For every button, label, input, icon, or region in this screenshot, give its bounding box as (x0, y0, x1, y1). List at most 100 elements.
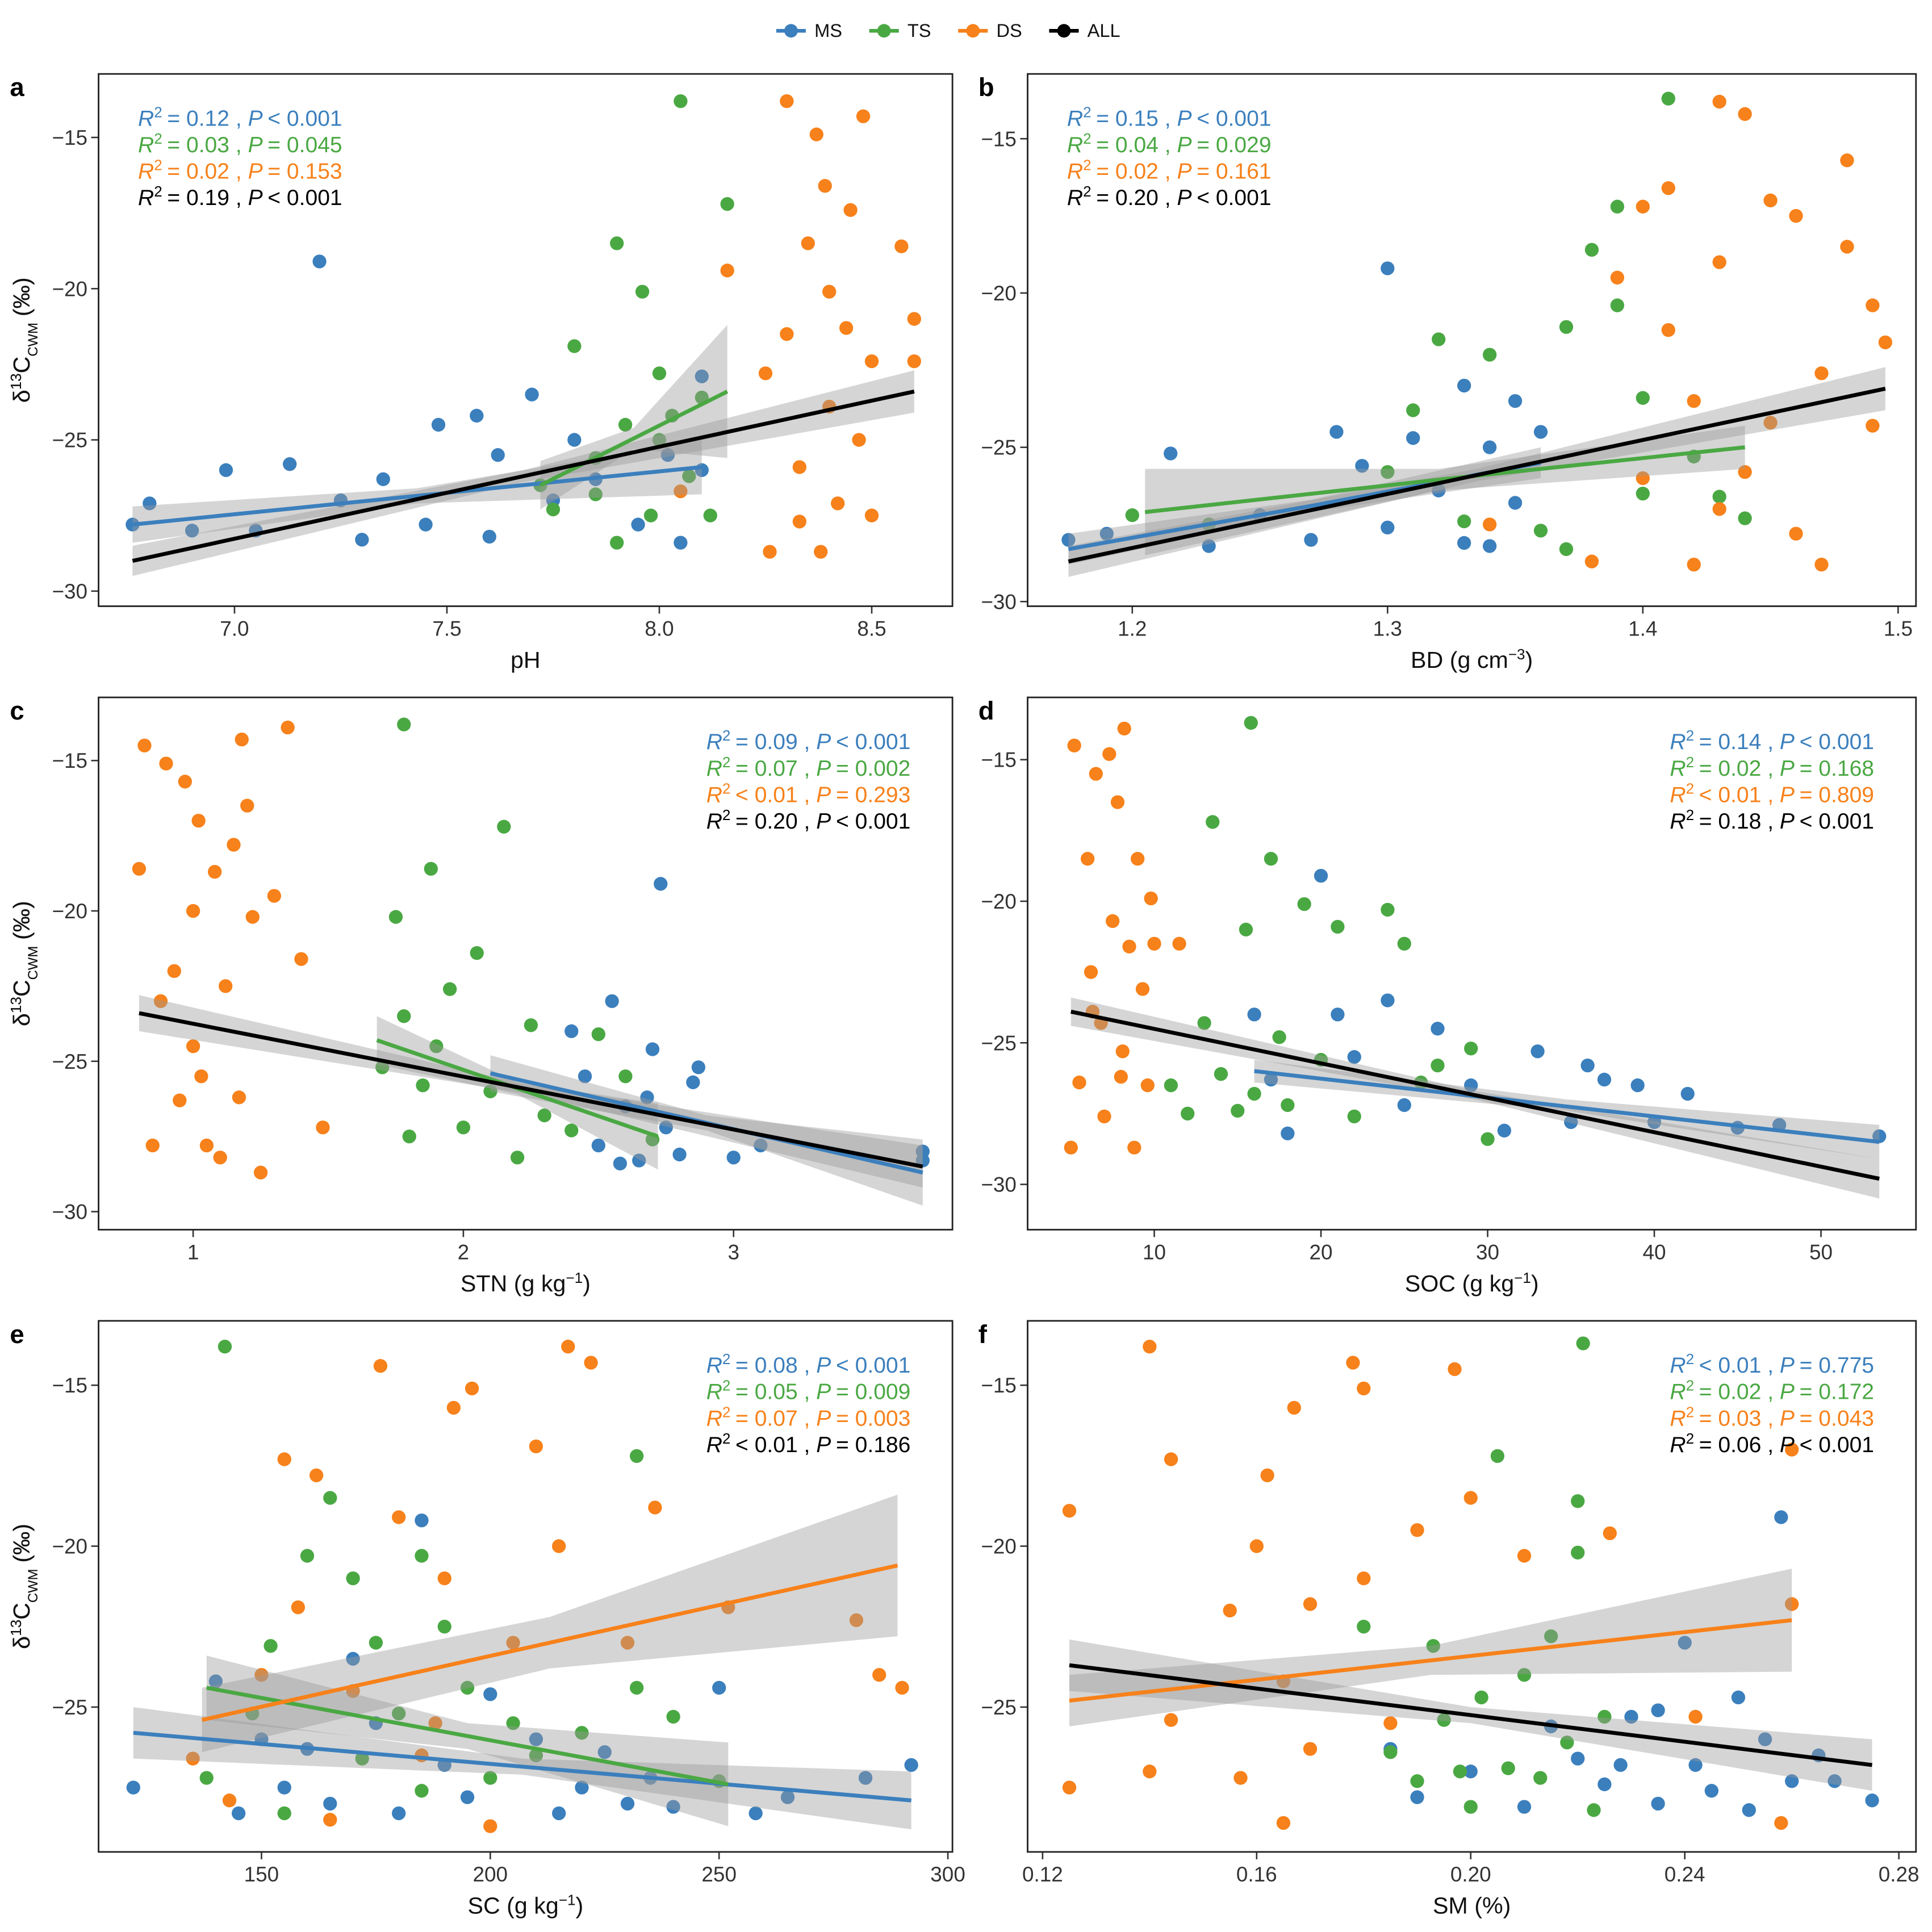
data-point (843, 203, 858, 217)
data-point (578, 1069, 592, 1084)
data-point (1661, 323, 1675, 337)
stat-r2: = 0.09 (735, 730, 798, 754)
stat-annotation: R2 = 0.20, P < 0.001 (1067, 183, 1272, 210)
data-point (1738, 465, 1752, 479)
x-tick-label: 0.12 (1022, 1863, 1063, 1886)
stat-r: R (1067, 160, 1083, 184)
data-point (575, 1780, 589, 1795)
x-tick-label: 1 (187, 1240, 199, 1264)
stat-separator: , (1767, 1380, 1774, 1404)
fit-line (1068, 387, 1886, 564)
stat-p: P (816, 1380, 831, 1404)
data-point (126, 1780, 140, 1795)
stat-power: 2 (722, 1403, 730, 1420)
data-point (1763, 193, 1778, 208)
stat-annotation: R2 < 0.01, P = 0.775 (1670, 1350, 1874, 1378)
x-tick-label: 2 (458, 1240, 470, 1264)
data-point (1164, 1452, 1178, 1466)
stat-power: 2 (154, 183, 162, 200)
stat-r2: = 0.15 (1096, 106, 1159, 131)
data-point (1482, 348, 1497, 362)
data-point (323, 1813, 337, 1827)
data-point (1661, 91, 1675, 106)
data-point (191, 813, 206, 828)
data-point (1172, 936, 1186, 951)
x-label-main: SOC (g kg (1405, 1270, 1514, 1297)
stat-r2: = 0.18 (1699, 809, 1762, 834)
stat-p-value: = 0.186 (836, 1433, 910, 1457)
y-label-main: C (9, 1603, 35, 1620)
data-point (1463, 1764, 1478, 1779)
x-label-tail: ) (576, 1892, 584, 1918)
data-point (1610, 298, 1625, 312)
x-label-main: STN (g kg (461, 1270, 566, 1297)
stat-r2: = 0.08 (735, 1353, 798, 1378)
stat-power: 2 (1083, 157, 1091, 174)
y-label-tail: (‰) (9, 901, 35, 940)
panel-letter: e (10, 1320, 24, 1349)
confidence-band (1145, 425, 1745, 555)
stat-p-value: < 0.001 (836, 1353, 910, 1378)
stat-p: P (1780, 1353, 1795, 1378)
stat-r: R (1670, 1380, 1686, 1404)
data-point (1062, 1504, 1077, 1518)
data-point (1678, 1636, 1692, 1650)
stat-p-value: = 0.168 (1800, 756, 1874, 781)
data-point (1247, 1086, 1261, 1101)
x-tick-label: 7.5 (432, 617, 461, 641)
data-point (686, 1075, 700, 1089)
data-point (194, 1069, 208, 1084)
y-tick-label: −15 (981, 748, 1017, 772)
data-point (1651, 1703, 1665, 1717)
stat-p: P (1780, 809, 1795, 834)
data-point (1233, 1771, 1248, 1785)
x-axis-label: BD (g cm−3) (1411, 646, 1533, 673)
data-point (620, 1796, 635, 1811)
stat-power: 2 (1686, 1403, 1694, 1420)
stat-r: R (706, 1433, 722, 1457)
data-point (894, 239, 909, 253)
data-point (1106, 914, 1120, 929)
data-point (392, 1707, 406, 1721)
data-point (620, 1636, 635, 1650)
y-label-sup: 13 (7, 997, 24, 1013)
data-point (1281, 1098, 1295, 1113)
data-point (1432, 332, 1446, 346)
stat-p: P (248, 133, 263, 157)
data-point (1560, 1736, 1574, 1750)
data-point (1738, 511, 1752, 525)
y-label-main: C (9, 1603, 35, 1620)
data-point (460, 1790, 475, 1804)
stat-power: 2 (1686, 1350, 1694, 1368)
y-label-sup: 13 (7, 1620, 24, 1636)
data-point (291, 1600, 306, 1615)
data-point (245, 910, 260, 924)
y-tick-label: −25 (52, 1050, 87, 1073)
fit-line (132, 389, 915, 563)
data-point (437, 1571, 451, 1586)
data-point (1840, 153, 1854, 168)
data-point (1122, 939, 1136, 954)
y-tick-label: −20 (981, 890, 1017, 913)
x-label-tail: ) (1525, 647, 1533, 673)
stat-p: P (816, 1406, 831, 1431)
data-point (567, 339, 582, 353)
stat-separator: , (804, 730, 810, 754)
data-point (1878, 335, 1893, 350)
data-point (1276, 1816, 1291, 1830)
data-point (415, 1784, 429, 1798)
data-point (597, 1745, 612, 1759)
data-point (208, 1674, 223, 1688)
stat-annotation: R2 = 0.03, P = 0.045 (138, 130, 342, 157)
data-point (415, 1549, 429, 1563)
data-point (1114, 1069, 1128, 1084)
confidence-band (490, 1055, 923, 1206)
data-point (1239, 922, 1253, 936)
data-point (758, 366, 773, 380)
data-point (1099, 526, 1114, 541)
stat-p: P (1780, 730, 1795, 754)
x-label-sup: −1 (1514, 1269, 1531, 1286)
data-point (1144, 891, 1158, 906)
data-point (1688, 1709, 1703, 1724)
